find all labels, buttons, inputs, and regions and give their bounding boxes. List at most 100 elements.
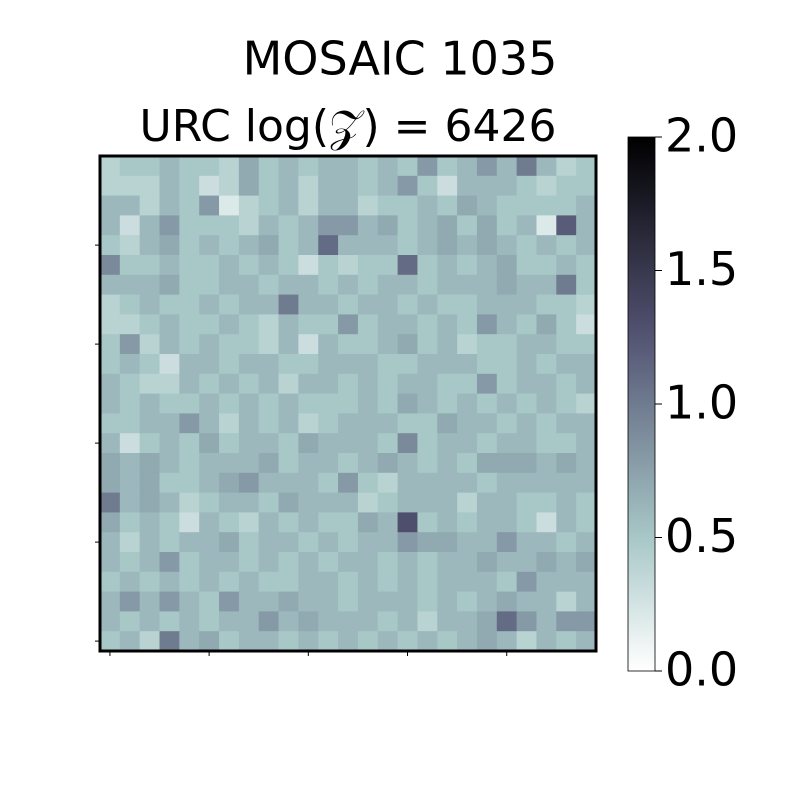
heatmap-cell [377, 472, 399, 494]
heatmap-cell [496, 532, 518, 553]
heatmap-cell [179, 453, 200, 474]
heatmap-cell [298, 235, 319, 256]
heatmap-cell [516, 235, 537, 256]
heatmap-cell [258, 215, 280, 236]
heatmap-cell [397, 373, 418, 395]
heatmap-cell [437, 314, 458, 335]
heatmap-cell [199, 532, 220, 553]
heatmap-cell [278, 235, 299, 256]
heatmap-cell [417, 453, 438, 474]
heatmap-cell [219, 611, 240, 632]
heatmap-cell [119, 334, 141, 355]
heatmap-cell [516, 334, 537, 355]
heatmap-cell [139, 571, 161, 593]
heatmap-cell [278, 195, 299, 216]
heatmap-cell [258, 354, 280, 375]
heatmap-cell [476, 255, 498, 276]
heatmap-cell [119, 255, 141, 276]
heatmap-cell [417, 235, 438, 256]
heatmap-cell [516, 591, 537, 612]
heatmap-cell [139, 255, 161, 276]
heatmap-cell [338, 334, 359, 355]
heatmap-cell [238, 453, 260, 474]
heatmap-cell [357, 631, 379, 652]
heatmap-cell [119, 631, 141, 652]
heatmap-cell [576, 552, 597, 573]
heatmap-cell [258, 591, 280, 612]
heatmap-cell [417, 393, 438, 414]
heatmap-cell [377, 512, 399, 533]
heatmap-cell [377, 274, 399, 296]
heatmap-cell [318, 631, 339, 652]
heatmap-cell [219, 433, 240, 454]
heatmap-cell [278, 215, 299, 236]
heatmap-cell [377, 373, 399, 395]
heatmap-cell [437, 591, 458, 612]
heatmap-cell [377, 215, 399, 236]
heatmap-cell [496, 552, 518, 573]
heatmap-cell [159, 512, 180, 533]
heatmap-cell [357, 413, 379, 434]
heatmap-cell [516, 215, 537, 236]
heatmap-cell [199, 433, 220, 454]
heatmap-cell [556, 274, 577, 296]
heatmap-cell [179, 373, 200, 395]
heatmap-cell [219, 373, 240, 395]
heatmap-cell [258, 552, 280, 573]
heatmap-cell [516, 472, 537, 494]
heatmap-cell [417, 611, 438, 632]
heatmap-cell [397, 195, 418, 216]
plot-frame [98, 154, 598, 653]
heatmap-cell [278, 532, 299, 553]
colorbar-tick-label: 1.0 [665, 376, 738, 430]
heatmap-cell [238, 532, 260, 553]
heatmap-cell [258, 492, 280, 513]
heatmap-cell [397, 413, 418, 434]
heatmap-cell [516, 453, 537, 474]
heatmap-cell [199, 571, 220, 593]
heatmap-cell [258, 472, 280, 494]
heatmap-cell [238, 571, 260, 593]
heatmap-cell [496, 274, 518, 296]
heatmap-cell [457, 195, 478, 216]
heatmap-cell [119, 175, 141, 197]
heatmap-cell [298, 393, 319, 414]
heatmap-cell [318, 156, 339, 177]
chart-subtitle: URC log(𝒵) = 6426 [139, 101, 556, 152]
heatmap-cell [119, 472, 141, 494]
heatmap-cell [100, 156, 121, 177]
heatmap-cell [576, 571, 597, 593]
heatmap-cell [318, 334, 339, 355]
heatmap-cell [397, 274, 418, 296]
heatmap-cell [516, 195, 537, 216]
heatmap-cell [556, 255, 577, 276]
heatmap-cell [159, 631, 180, 652]
heatmap-cell [100, 413, 121, 434]
heatmap-cell [179, 393, 200, 414]
heatmap-cell [318, 552, 339, 573]
heatmap-cell [199, 393, 220, 414]
heatmap-cell [119, 274, 141, 296]
heatmap-cell [397, 611, 418, 632]
heatmap-cell [219, 334, 240, 355]
heatmap-cell [219, 156, 240, 177]
heatmap-cell [457, 532, 478, 553]
heatmap-cell [516, 532, 537, 553]
heatmap-cell [278, 453, 299, 474]
heatmap-cell [338, 235, 359, 256]
heatmap-cell [318, 195, 339, 216]
heatmap-cell [100, 591, 121, 612]
heatmap-cell [437, 175, 458, 197]
heatmap-cell [199, 552, 220, 573]
heatmap-cell [417, 215, 438, 236]
heatmap-cell [516, 294, 537, 315]
heatmap-cell [179, 255, 200, 276]
heatmap-cell [516, 255, 537, 276]
heatmap-cell [437, 532, 458, 553]
heatmap-cell [536, 175, 557, 197]
heatmap-cell [100, 373, 121, 395]
heatmap-cell [318, 611, 339, 632]
heatmap-cell [437, 354, 458, 375]
heatmap-cell [219, 235, 240, 256]
heatmap-cell [556, 215, 577, 236]
